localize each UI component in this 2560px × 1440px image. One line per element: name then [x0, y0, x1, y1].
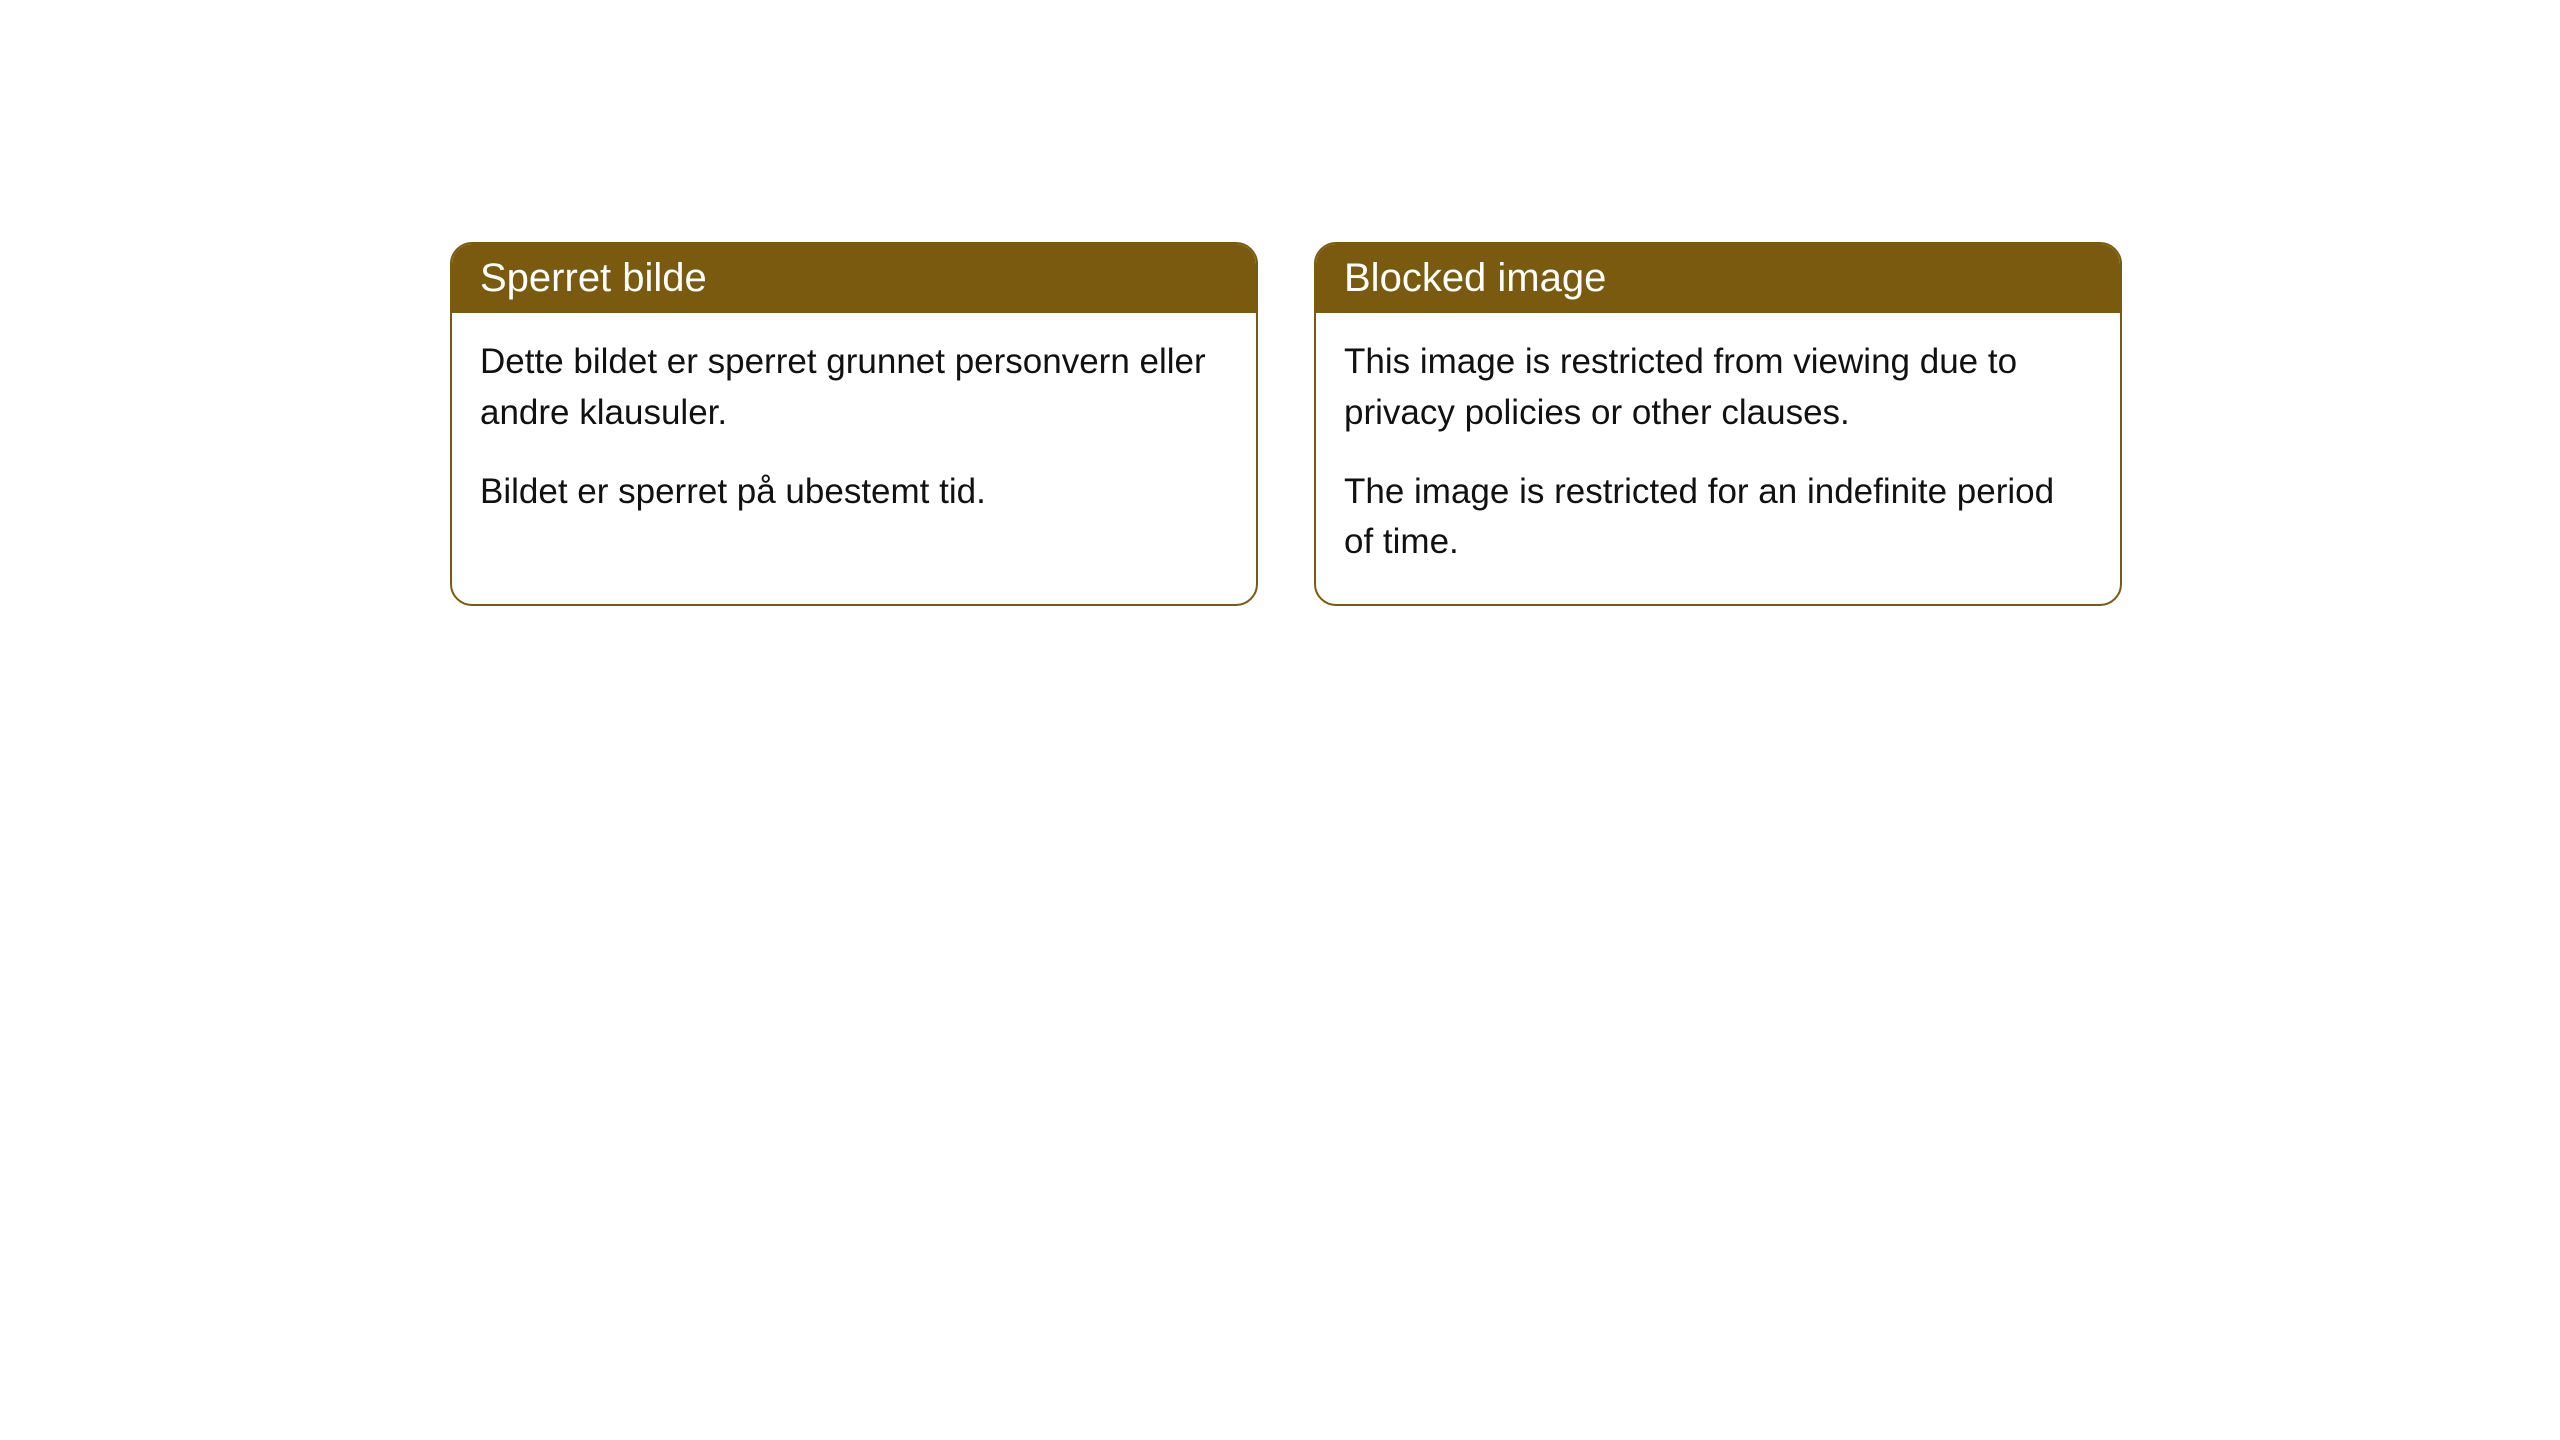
card-header: Blocked image: [1316, 244, 2120, 313]
card-body: Dette bildet er sperret grunnet personve…: [452, 313, 1256, 553]
card-body: This image is restricted from viewing du…: [1316, 313, 2120, 604]
notice-cards-container: Sperret bilde Dette bildet er sperret gr…: [450, 242, 2560, 606]
blocked-image-card-english: Blocked image This image is restricted f…: [1314, 242, 2122, 606]
card-header: Sperret bilde: [452, 244, 1256, 313]
card-paragraph-2: The image is restricted for an indefinit…: [1344, 467, 2092, 569]
card-paragraph-1: This image is restricted from viewing du…: [1344, 337, 2092, 439]
card-title: Sperret bilde: [480, 256, 707, 300]
blocked-image-card-norwegian: Sperret bilde Dette bildet er sperret gr…: [450, 242, 1258, 606]
card-paragraph-2: Bildet er sperret på ubestemt tid.: [480, 467, 1228, 518]
card-paragraph-1: Dette bildet er sperret grunnet personve…: [480, 337, 1228, 439]
card-title: Blocked image: [1344, 256, 1606, 300]
